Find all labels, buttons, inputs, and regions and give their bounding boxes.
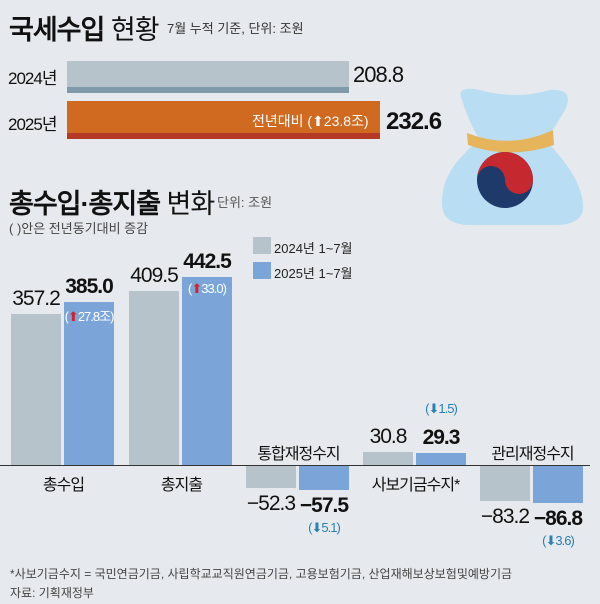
bar-2024 (129, 291, 179, 465)
source: 자료: 기획재정부 (10, 586, 94, 600)
value-2024: 208.8 (353, 62, 404, 87)
change-value: ⬇1.5 (428, 400, 455, 416)
value-label: 29.3 (422, 425, 461, 449)
bar-2024 (246, 466, 296, 489)
value-label: −86.8 (533, 506, 583, 530)
value-label: −83.2 (480, 505, 530, 529)
change-label: (⬆27.8조) (58, 306, 120, 325)
bar-2024 (11, 313, 61, 465)
value-label: 385.0 (65, 274, 114, 298)
change-value: ⬆27.8조 (67, 308, 111, 324)
category-label: 사보기금수지* (371, 477, 461, 494)
section2-subtitle: 단위: 조원 (217, 195, 273, 210)
category-label: 총지출 (160, 477, 203, 494)
value-2025: 232.6 (386, 108, 442, 135)
title-bold: 총수입·총지출 (9, 189, 161, 219)
section2-note: ( )안은 전년동기대비 증감 (9, 221, 149, 236)
legend-label-2025: 2025년 1~7월 (274, 266, 353, 281)
footnote: *사보기금수지 = 국민연금기금, 사립학교교직원연금기금, 고용보험기금, 산… (10, 567, 513, 581)
value-label: −52.3 (246, 492, 296, 516)
value-label: 30.8 (369, 424, 408, 448)
change-label: (⬇1.5) (425, 400, 458, 416)
section1-subtitle: 7월 누적 기준, 단위: 조원 (167, 21, 304, 36)
section1-title: 국세수입 현황 (9, 8, 160, 47)
change-note-2025: 전년대비 (⬆23.8조) (252, 113, 369, 129)
category-label: 관리재정수지 (491, 446, 574, 463)
category-label: 통합재정수지 (257, 446, 340, 463)
bar-2025 (533, 466, 583, 503)
title-light: 변화 (166, 189, 216, 219)
baseline (0, 465, 590, 466)
legend-label-2024: 2024년 1~7월 (274, 241, 353, 256)
title-light: 현황 (110, 15, 160, 45)
bar-2024 (363, 451, 413, 465)
section2-title: 총수입·총지출 변화 (9, 182, 216, 221)
change-label: (⬇3.6) (542, 532, 575, 548)
legend-swatch-2025 (253, 262, 271, 279)
bar-2024 (480, 466, 530, 502)
change-value: ⬇3.6 (545, 532, 572, 548)
row-label-2024: 2024년 (8, 69, 57, 88)
value-label: 442.5 (183, 250, 232, 274)
legend-swatch-2024 (253, 237, 271, 254)
category-label: 총수입 (42, 477, 85, 494)
value-label: 409.5 (130, 264, 179, 288)
bar-2025 (182, 277, 232, 465)
bar-2025 (64, 301, 114, 465)
change-label: (⬆33.0) (188, 281, 227, 297)
bar-2024 (67, 61, 349, 93)
row-label-2025: 2025년 (8, 115, 57, 134)
value-label: −57.5 (299, 494, 349, 518)
change-value: ⬇5.1 (311, 520, 338, 536)
bar-2025 (299, 466, 349, 491)
change-value: ⬆33.0 (191, 281, 223, 297)
change-label: (⬇5.1) (308, 520, 341, 536)
bar-2025 (67, 101, 380, 139)
title-bold: 국세수입 (9, 15, 105, 45)
value-label: 357.2 (12, 286, 61, 310)
bar-2025 (416, 452, 466, 465)
